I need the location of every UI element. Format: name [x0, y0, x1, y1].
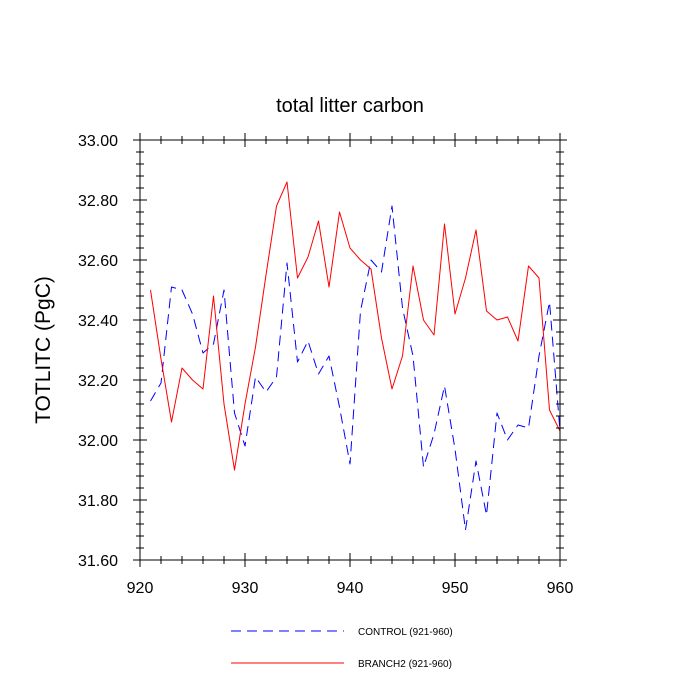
- chart-title: total litter carbon: [276, 95, 424, 117]
- y-tick-label: 32.40: [78, 313, 118, 330]
- legend-label-2: BRANCH2 (921-960): [358, 659, 452, 670]
- y-tick-label: 33.00: [78, 133, 118, 150]
- y-tick-label: 31.60: [78, 553, 118, 570]
- y-tick-label: 32.20: [78, 373, 118, 390]
- axes-layer: 920 930 940 950 960 31.60 31.80 32.00 32.20 32.40…: [78, 133, 573, 597]
- y-tick-label: 32.00: [78, 433, 118, 450]
- series-layer: [150, 181, 561, 531]
- y-tick-label: 31.80: [78, 493, 118, 510]
- legend-label-1: CONTROL (921-960): [358, 627, 453, 638]
- y-tick-label: 32.60: [78, 253, 118, 270]
- x-tick-label: 920: [127, 580, 154, 597]
- x-tick-label: 940: [337, 580, 364, 597]
- y-tick-label: 32.80: [78, 193, 118, 210]
- series-line-1: [150, 205, 561, 531]
- x-tick-label: 930: [232, 580, 259, 597]
- series-line-2: [150, 181, 561, 471]
- x-tick-label: 950: [442, 580, 469, 597]
- y-axis-label: TOTLITC (PgC): [32, 276, 55, 424]
- x-tick-label: 960: [547, 580, 574, 597]
- plot-frame: [139, 139, 561, 561]
- legend: CONTROL (921-960) BRANCH2 (921-960): [231, 627, 453, 670]
